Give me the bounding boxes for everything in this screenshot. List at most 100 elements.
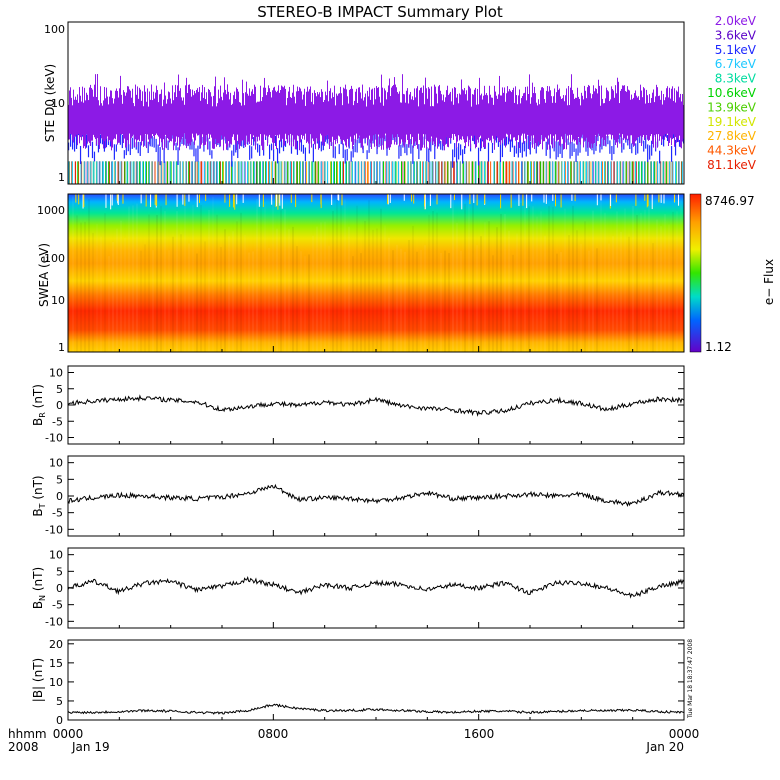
- ste-channel-bar: [180, 88, 181, 143]
- ste-channel-bar: [208, 88, 209, 134]
- ste-channel-bar: [69, 90, 70, 140]
- ste-channel-bar: [546, 90, 547, 139]
- ste-channel-bar: [265, 87, 266, 138]
- ste-channel-bar: [176, 97, 177, 137]
- ste-channel-bar: [225, 89, 226, 139]
- ste-channel-bar: [160, 161, 162, 184]
- ste-channel-bar: [537, 161, 539, 184]
- swea-streak: [648, 200, 650, 352]
- ste-channel-bar: [285, 88, 286, 134]
- ste-channel-bar: [179, 161, 181, 184]
- swea-streak: [526, 194, 528, 209]
- ste-channel-bar: [649, 145, 651, 160]
- ste-channel-bar: [348, 103, 349, 147]
- ste-channel-bar: [96, 161, 98, 184]
- swea-streak: [480, 236, 482, 352]
- ste-channel-bar: [418, 106, 419, 134]
- swea-streak: [608, 243, 610, 352]
- ste-channel-bar: [638, 161, 640, 184]
- ste-channel-bar: [629, 161, 631, 184]
- swea-streak: [165, 194, 167, 206]
- ste-channel-bar: [630, 99, 631, 136]
- ste-channel-bar: [394, 77, 395, 145]
- ste-channel-bar: [514, 161, 516, 184]
- swea-streak: [336, 197, 338, 352]
- ste-channel-bar: [126, 161, 128, 184]
- ste-channel-bar: [77, 94, 78, 146]
- ste-channel-bar: [592, 161, 594, 184]
- swea-streak: [387, 194, 389, 204]
- ste-channel-bar: [312, 143, 314, 163]
- ste-channel-bar: [232, 103, 233, 137]
- ste-channel-bar: [355, 91, 356, 143]
- ste-channel-bar: [160, 93, 161, 139]
- ste-channel-bar: [494, 85, 495, 150]
- swea-streak: [510, 194, 512, 208]
- swea-streak: [413, 194, 415, 204]
- ste-channel-bar: [576, 97, 577, 145]
- ste-channel-bar: [659, 95, 660, 141]
- br-frame: [67, 365, 685, 445]
- ste-channel-bar: [70, 87, 71, 134]
- ste-channel-bar: [563, 95, 564, 150]
- swea-streak: [496, 227, 498, 352]
- ste-channel-bar: [221, 134, 223, 140]
- ste-channel-bar: [370, 99, 371, 144]
- ste-channel-bar: [665, 161, 667, 184]
- ste-channel-bar: [599, 85, 600, 136]
- swea-panel: SWEA (eV) 1000 100 10 1 8746.97 1.12 e− …: [37, 193, 776, 354]
- ste-channel-bar: [174, 92, 175, 146]
- swea-streak: [122, 194, 124, 204]
- swea-streak: [484, 194, 486, 204]
- bmag-ytick: 15: [49, 657, 63, 670]
- ste-channel-bar: [670, 146, 673, 162]
- ste-channel-bar: [292, 92, 293, 136]
- ste-channel-bar: [441, 94, 442, 140]
- ste-channel-bar: [108, 104, 109, 142]
- ste-channel-bar: [554, 88, 555, 148]
- ste-channel-bar: [331, 98, 332, 146]
- ste-channel-bar: [233, 144, 235, 156]
- ste-channel-bar: [597, 93, 598, 137]
- ste-channel-bar: [536, 161, 538, 184]
- swea-streak: [520, 203, 522, 352]
- ste-channel-bar: [527, 135, 529, 149]
- ste-channel-bar: [344, 88, 345, 142]
- swea-streak: [260, 196, 262, 352]
- ste-channel-bar: [253, 94, 254, 136]
- ste-channel-bar: [296, 161, 298, 184]
- ste-channel-bar: [121, 94, 122, 135]
- ste-channel-bar: [149, 134, 151, 147]
- swea-streak: [396, 244, 398, 352]
- ste-channel-bar: [676, 90, 677, 143]
- ste-channel-bar: [144, 85, 145, 141]
- swea-streak: [352, 256, 354, 352]
- ste-channel-bar: [475, 161, 477, 184]
- ste-channel-bar: [386, 99, 387, 149]
- ste-channel-bar: [219, 98, 220, 144]
- ste-channel-bar: [515, 145, 517, 154]
- ste-channel-bar: [195, 161, 197, 184]
- ste-channel-bar: [477, 88, 478, 140]
- ste-channel-bar: [307, 86, 308, 142]
- ste-channel-bar: [284, 140, 287, 147]
- ste-channel-bar: [97, 74, 98, 139]
- swea-streak: [500, 213, 502, 352]
- ste-channel-bar: [291, 97, 292, 147]
- ste-channel-bar: [340, 86, 341, 140]
- ste-channel-bar: [241, 137, 243, 147]
- ste-channel-bar: [83, 102, 84, 149]
- ste-channel-bar: [201, 92, 202, 145]
- ste-channel-bar: [395, 84, 396, 138]
- ste-channel-bar: [93, 151, 96, 162]
- ste-channel-bar: [164, 161, 166, 184]
- swea-streak: [279, 194, 281, 206]
- swea-streak: [528, 206, 530, 352]
- ste-channel-bar: [468, 161, 470, 184]
- swea-streak: [112, 241, 114, 352]
- ste-channel-bar: [190, 89, 191, 146]
- ste-channel-bar: [226, 94, 227, 150]
- ste-channel-bar: [141, 100, 142, 146]
- ste-channel-bar: [192, 89, 193, 134]
- ste-channel-bar: [536, 102, 537, 147]
